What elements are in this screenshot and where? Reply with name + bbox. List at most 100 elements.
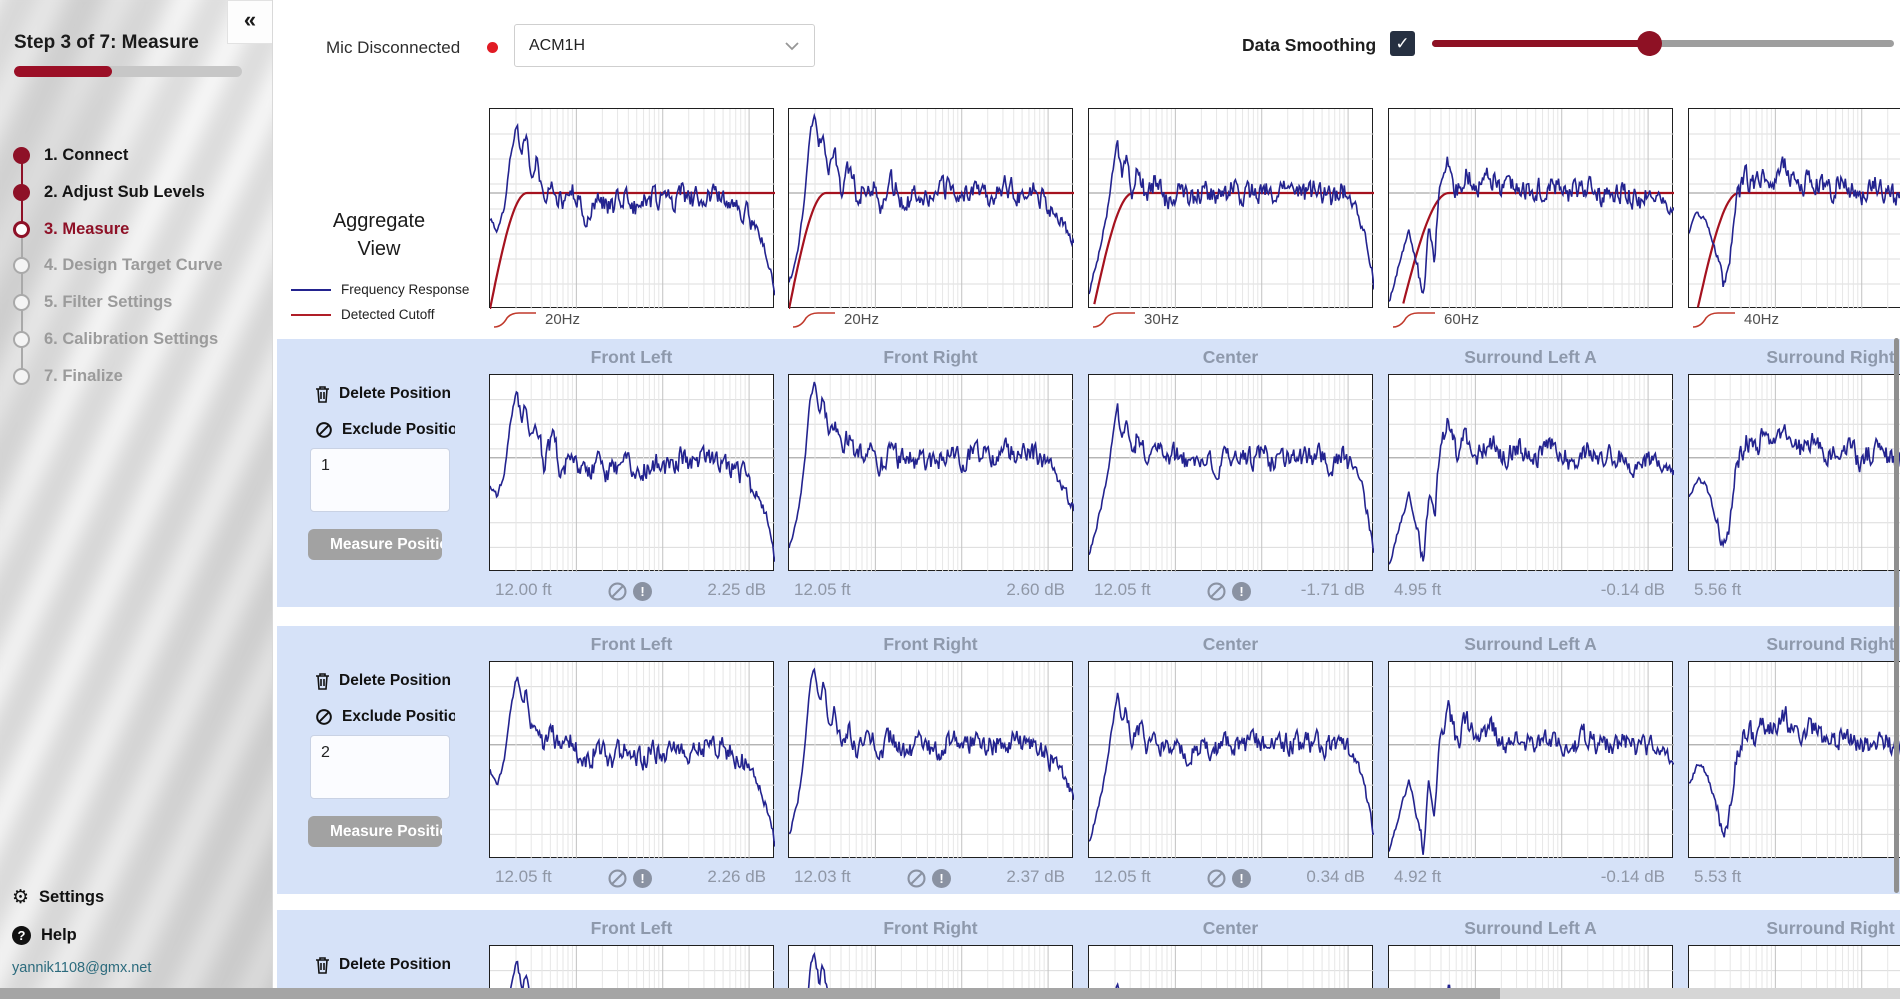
sidebar-collapse-button[interactable]: « [227,0,272,44]
measurement-chart-surround-right [1688,374,1900,572]
mic-select-dropdown[interactable]: ACM1H [514,24,815,67]
channel-header-surround-left-a: Surround Left A [1464,918,1597,938]
settings-button[interactable]: ⚙ Settings [12,888,104,907]
legend-label: Detected Cutoff [341,307,435,322]
no-symbol-icon [1207,869,1226,888]
delete-position-button[interactable]: Delete Position [315,385,451,403]
detected-cutoff-readout: 20Hz [493,311,580,328]
detected-cutoff-readout: 60Hz [1392,311,1479,328]
distance-value: 12.05 ft [794,580,851,599]
measure-position-button[interactable]: Measure Position [308,529,442,560]
channel-header-front-right: Front Right [883,347,978,367]
level-value: 0.34 dB [1306,867,1365,886]
step-label: 1. Connect [44,146,129,164]
measurement-chart-front-left [489,374,775,572]
delete-position-label: Delete Position [339,956,451,973]
step-dot-icon [13,183,30,201]
measurement-chart-front-right [788,661,1074,859]
trash-icon [316,673,329,690]
alert-icon: ! [1232,582,1251,601]
level-value: -0.14 dB [1600,867,1665,886]
mic-status-dot-icon [487,42,498,53]
step-label: 6. Calibration Settings [44,330,219,348]
position-number-input[interactable] [310,448,450,512]
step-dot-icon [13,331,30,348]
sidebar-step-design-target-curve[interactable]: 4. Design Target Curve [0,256,223,275]
exclude-position-button[interactable]: Exclude Position [315,708,455,726]
chevron-down-icon [785,41,799,50]
cutoff-frequency-label: 20Hz [844,311,880,328]
measurement-chart-front-left [489,661,775,859]
aggregate-chart-0 [489,108,775,309]
exclude-position-button[interactable]: Exclude Position [315,421,455,439]
channel-header-surround-right: Surround Right [1766,918,1895,938]
legend-detected-cutoff: Detected Cutoff [291,307,435,322]
sidebar-step-measure[interactable]: 3. Measure [0,220,129,239]
level-value: -1.71 dB [1300,580,1365,599]
delete-position-button[interactable]: Delete Position [315,956,451,974]
aggregate-chart-4 [1688,108,1900,309]
channel-header-surround-left-a: Surround Left A [1464,634,1597,654]
level-value: 2.37 dB [1006,867,1065,886]
channel-header-center: Center [1202,918,1259,938]
aggregate-chart-1 [788,108,1074,309]
channel-header-surround-right: Surround Right [1766,347,1895,367]
measurement-chart-front-right [788,374,1074,572]
cutoff-frequency-label: 40Hz [1744,311,1780,328]
step-label: 5. Filter Settings [44,293,173,312]
sidebar-step-finalize[interactable]: 7. Finalize [0,367,123,386]
no-symbol-icon [316,422,332,438]
delete-position-label: Delete Position [339,672,451,689]
step-label: 7. Finalize [44,366,123,385]
account-email-link[interactable]: yannik1108@gmx.net [12,960,152,976]
no-symbol-icon [1207,582,1226,601]
sidebar-step-calibration-settings[interactable]: 6. Calibration Settings [0,330,218,349]
distance-value: 5.53 ft [1694,867,1742,886]
channel-header-front-right: Front Right [883,634,978,654]
measurement-chart-surround-right [1688,661,1900,859]
delete-position-label: Delete Position [339,385,451,402]
measurement-flags: ! [607,868,652,889]
sidebar: Step 3 of 7: Measure 1. Connect 2. Adjust… [0,0,273,999]
settings-label: Settings [39,888,105,906]
measurement-chart-center [1088,374,1374,572]
sidebar-step-connect[interactable]: 1. Connect [0,146,128,165]
vertical-scrollbar-thumb[interactable] [1894,338,1899,893]
data-smoothing-checkbox[interactable]: ✓ [1390,31,1415,56]
measurement-chart-surround-left-a [1388,661,1674,859]
help-icon: ? [12,926,31,945]
mic-status-label: Mic Disconnected [326,38,461,57]
step-dot-icon [13,367,30,385]
help-button[interactable]: ? Help [12,926,77,945]
step-dot-icon [13,257,30,275]
alert-icon: ! [633,582,652,601]
step-label: 3. Measure [44,219,130,238]
channel-header-center: Center [1202,347,1259,367]
distance-value: 12.05 ft [1094,580,1151,599]
sidebar-step-filter-settings[interactable]: 5. Filter Settings [0,293,172,312]
measure-position-button[interactable]: Measure Position [308,816,442,847]
measurement-flags: ! [1206,868,1251,889]
no-symbol-icon [316,709,332,725]
measurement-flags: ! [1206,581,1251,602]
measurement-chart-center [1088,661,1374,859]
data-smoothing-slider[interactable] [1432,31,1894,56]
channel-header-center: Center [1202,634,1259,654]
frequency-response-line-icon [291,288,331,291]
distance-value: 12.00 ft [495,580,552,599]
channel-header-front-left: Front Left [590,918,673,938]
delete-position-button[interactable]: Delete Position [315,672,451,690]
legend-frequency-response: Frequency Response [291,282,469,297]
slider-thumb[interactable] [1637,31,1663,56]
level-value: -0.14 dB [1600,580,1665,599]
sidebar-step-adjust-sub-levels[interactable]: 2. Adjust Sub Levels [0,183,205,202]
horizontal-scrollbar-thumb[interactable] [0,988,1500,999]
position-number-input[interactable] [310,735,450,799]
measurement-flags: ! [906,868,951,889]
step-label: 2. Adjust Sub Levels [44,182,205,201]
exclude-position-label: Exclude Position [342,708,455,725]
horizontal-scrollbar[interactable] [0,988,1900,999]
distance-value: 12.05 ft [495,867,552,886]
aggregate-chart-2 [1088,108,1374,309]
